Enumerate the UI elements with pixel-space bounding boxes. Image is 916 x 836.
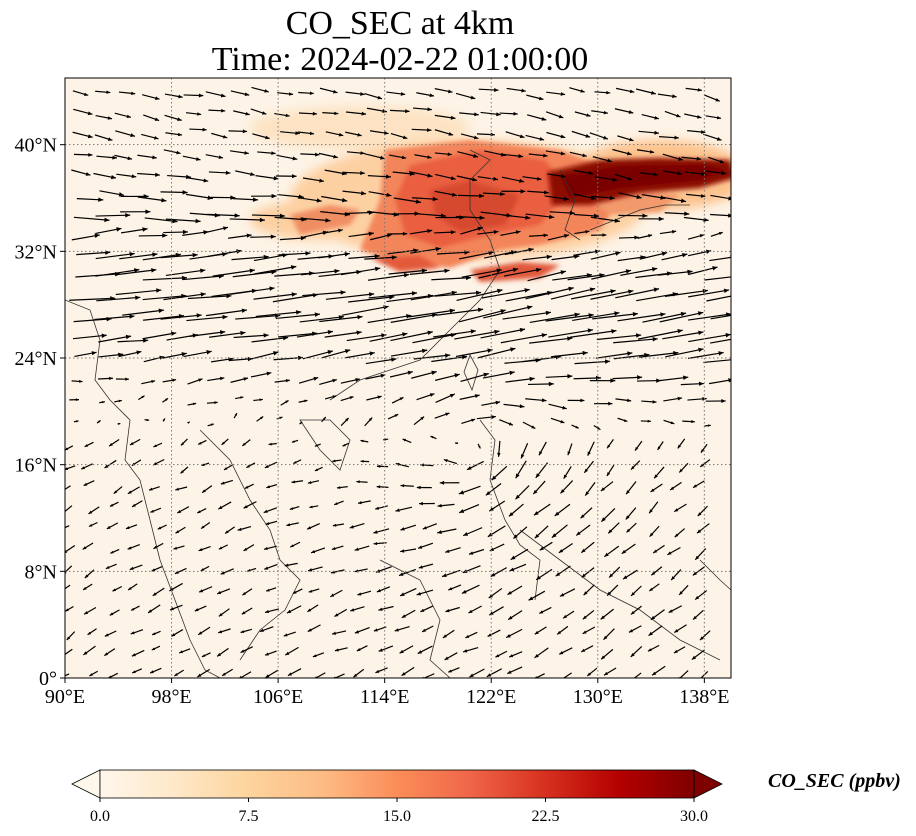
colorbar-ticks: 0.0 7.5 15.0 22.5 30.0 <box>90 798 708 825</box>
map-title: CO_SEC at 4km <box>285 5 515 42</box>
lon-tick-label: 90°E <box>45 686 85 708</box>
lat-tick-label: 16°N <box>15 455 57 477</box>
latitude-ticks: 0° 8°N 16°N 24°N 32°N 40°N <box>15 135 65 690</box>
lat-tick-label: 8°N <box>25 561 57 583</box>
lon-tick-label: 130°E <box>573 686 623 708</box>
colorbar-bar <box>100 770 694 798</box>
lat-tick-label: 0° <box>39 668 57 690</box>
lat-tick-label: 32°N <box>15 241 57 263</box>
colorbar-label: CO_SEC (ppbv) <box>768 770 901 792</box>
coastlines <box>65 149 731 678</box>
lon-tick-label: 106°E <box>253 686 303 708</box>
colorbar-tick-label: 7.5 <box>239 808 259 825</box>
colorbar-tick-label: 22.5 <box>532 808 560 825</box>
lon-tick-label: 114°E <box>360 686 409 708</box>
concentration-field <box>250 106 731 282</box>
lat-tick-label: 24°N <box>15 348 57 370</box>
lon-tick-label: 98°E <box>151 686 191 708</box>
longitude-ticks: 90°E 98°E 106°E 114°E 122°E 130°E 138°E <box>45 678 729 708</box>
map-frame <box>64 77 732 679</box>
colorbar-tick-label: 30.0 <box>680 808 708 825</box>
wind-vectors <box>65 86 731 678</box>
colorbar-tick-label: 0.0 <box>90 808 110 825</box>
colorbar: 0.0 7.5 15.0 22.5 30.0 <box>71 769 723 825</box>
lon-tick-label: 138°E <box>679 686 729 708</box>
lat-tick-label: 40°N <box>15 135 57 157</box>
gridlines <box>65 78 731 678</box>
colorbar-tick-label: 15.0 <box>383 808 411 825</box>
lon-tick-label: 122°E <box>466 686 516 708</box>
colorbar-extend-min <box>71 769 101 799</box>
map-time: Time: 2024-02-22 01:00:00 <box>211 41 589 78</box>
colorbar-extend-max <box>693 769 723 799</box>
